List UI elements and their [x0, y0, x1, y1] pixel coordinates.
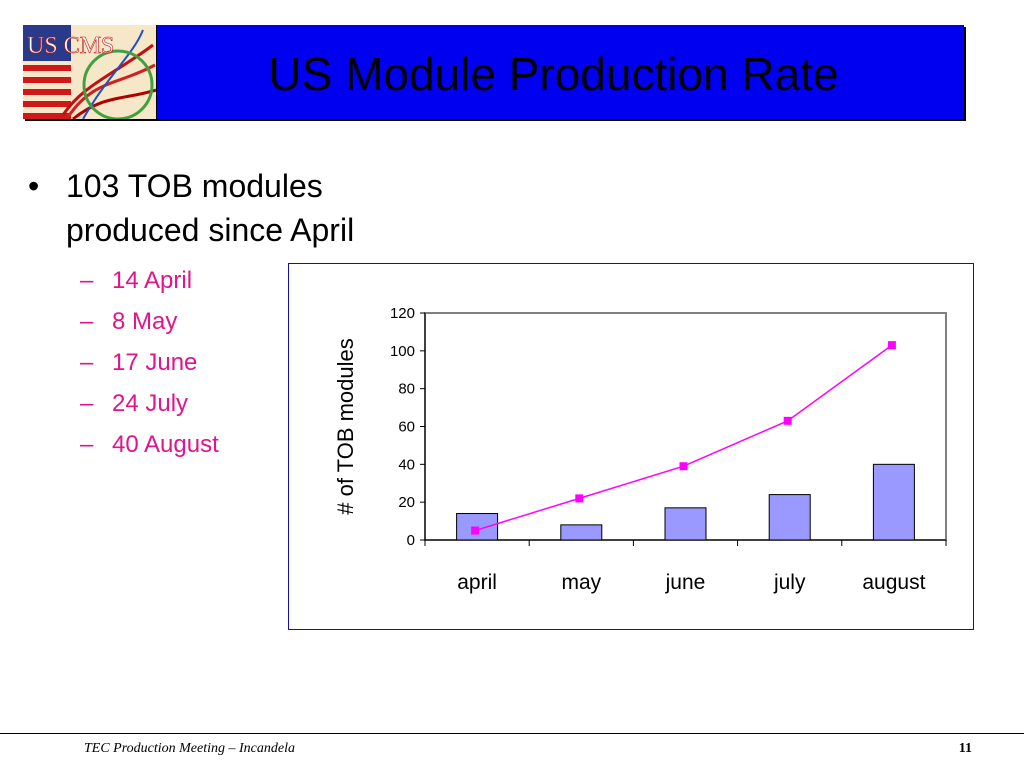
y-axis-label: # of TOB modules [333, 338, 358, 515]
y-tick-label: 20 [398, 494, 415, 511]
sub-item: –8 May [80, 301, 354, 342]
x-tick-label: july [773, 571, 806, 594]
logo-text: US CMS [27, 33, 114, 59]
y-tick-label: 0 [407, 532, 415, 549]
y-tick-label: 60 [398, 419, 415, 436]
sub-item-text: 14 April [112, 267, 193, 294]
dash-icon: – [80, 308, 94, 335]
line-marker [471, 526, 480, 535]
x-tick-label: june [665, 571, 706, 594]
sub-list: –14 April –8 May –17 June –24 July –40 A… [80, 260, 354, 465]
bullet-item: • 103 TOB modules produced since April [28, 164, 354, 252]
sub-item-text: 17 June [112, 349, 198, 376]
line-marker [887, 341, 896, 350]
x-tick-label: may [561, 571, 601, 594]
line-marker [679, 462, 688, 471]
sub-item-text: 40 August [112, 431, 219, 458]
bullet-text-line-2: produced since April [66, 212, 355, 248]
footer-divider [0, 733, 1024, 734]
bar [560, 524, 603, 541]
bullet-text: 103 TOB modules produced since April [66, 164, 354, 252]
sub-item-text: 24 July [112, 390, 189, 417]
y-tick-label: 80 [398, 381, 415, 398]
line-series [474, 344, 893, 532]
bar [872, 463, 915, 541]
dash-icon: – [80, 431, 94, 458]
y-tick-label: 40 [398, 456, 415, 473]
x-tick-label: april [457, 571, 497, 594]
title-bar: US CMS US Module Production Rate [23, 25, 964, 119]
sub-item: –17 June [80, 342, 354, 383]
bullet-text-line-1: 103 TOB modules [66, 168, 323, 204]
page-number: 11 [958, 741, 972, 756]
bullet-list: • 103 TOB modules produced since April –… [28, 164, 354, 465]
plot-area [424, 312, 947, 541]
dash-icon: – [80, 390, 94, 417]
sub-item-text: 8 May [112, 308, 178, 335]
bar [664, 507, 707, 541]
sub-item: –40 August [80, 424, 354, 465]
line-marker [783, 416, 792, 425]
sub-item: –14 April [80, 260, 354, 301]
dash-icon: – [80, 349, 94, 376]
bar [768, 494, 811, 541]
us-cms-logo: US CMS [23, 25, 157, 119]
y-tick-label: 100 [390, 343, 415, 360]
line-marker [575, 494, 584, 503]
production-chart: 0 20 40 60 80 100 120 april may june july august # o… [333, 305, 947, 594]
chart-frame: 0 20 40 60 80 100 120 april may june july august # o… [288, 263, 974, 630]
page-title: US Module Production Rate [268, 48, 839, 100]
dash-icon: – [80, 267, 94, 294]
y-tick-label: 120 [390, 305, 415, 322]
sub-item: –24 July [80, 383, 354, 424]
footer-text: TEC Production Meeting – Incandela [84, 741, 295, 756]
x-tick-label: august [862, 571, 925, 594]
bullet-dot-icon: • [28, 168, 40, 204]
